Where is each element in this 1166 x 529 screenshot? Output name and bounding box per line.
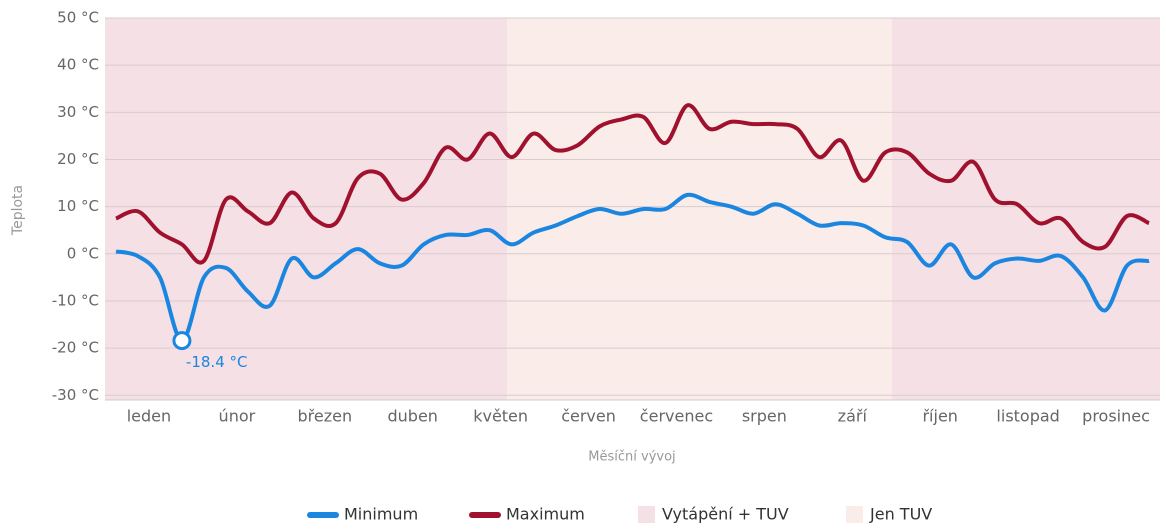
x-tick-label: únor	[219, 407, 256, 426]
line-series	[115, 192, 1150, 343]
y-tick-label: -10 °C	[52, 291, 99, 309]
x-tick-label: duben	[387, 407, 437, 426]
x-tick-label: říjen	[922, 407, 957, 426]
plot-bands	[105, 18, 1160, 400]
x-tick-label: listopad	[996, 407, 1059, 426]
y-tick-label: 50 °C	[57, 9, 99, 27]
y-tick-label: -30 °C	[52, 386, 99, 404]
x-tick-label: květen	[473, 407, 528, 426]
legend-label: Jen TUV	[869, 505, 932, 524]
x-tick-label: srpen	[742, 407, 787, 426]
y-tick-label: 30 °C	[57, 103, 99, 121]
y-tick-label: 20 °C	[57, 150, 99, 168]
legend-label: Maximum	[506, 505, 585, 524]
line-series	[115, 103, 1150, 265]
legend-label: Vytápění + TUV	[662, 505, 789, 524]
data-label: -18.4 °C	[186, 353, 248, 371]
x-tick-label: prosinec	[1082, 407, 1150, 426]
y-tick-label: 10 °C	[57, 197, 99, 215]
y-axis-title: Teplota	[10, 185, 26, 236]
y-tick-label: 40 °C	[57, 56, 99, 74]
x-tick-label: březen	[297, 407, 352, 426]
legend-symbol	[846, 506, 863, 523]
x-tick-label: červenec	[640, 407, 713, 426]
plot-band	[891, 18, 1160, 400]
y-tick-label: 0 °C	[67, 244, 99, 262]
x-tick-label: červen	[561, 407, 616, 426]
min-marker	[172, 331, 192, 351]
x-tick-label: září	[838, 407, 868, 426]
plot-band	[507, 18, 892, 400]
x-tick-label: leden	[127, 407, 171, 426]
y-tick-label: -20 °C	[52, 339, 99, 357]
x-axis-title: Měsíční vývoj	[588, 450, 675, 465]
legend-symbol	[638, 506, 655, 523]
legend-label: Minimum	[344, 505, 418, 524]
